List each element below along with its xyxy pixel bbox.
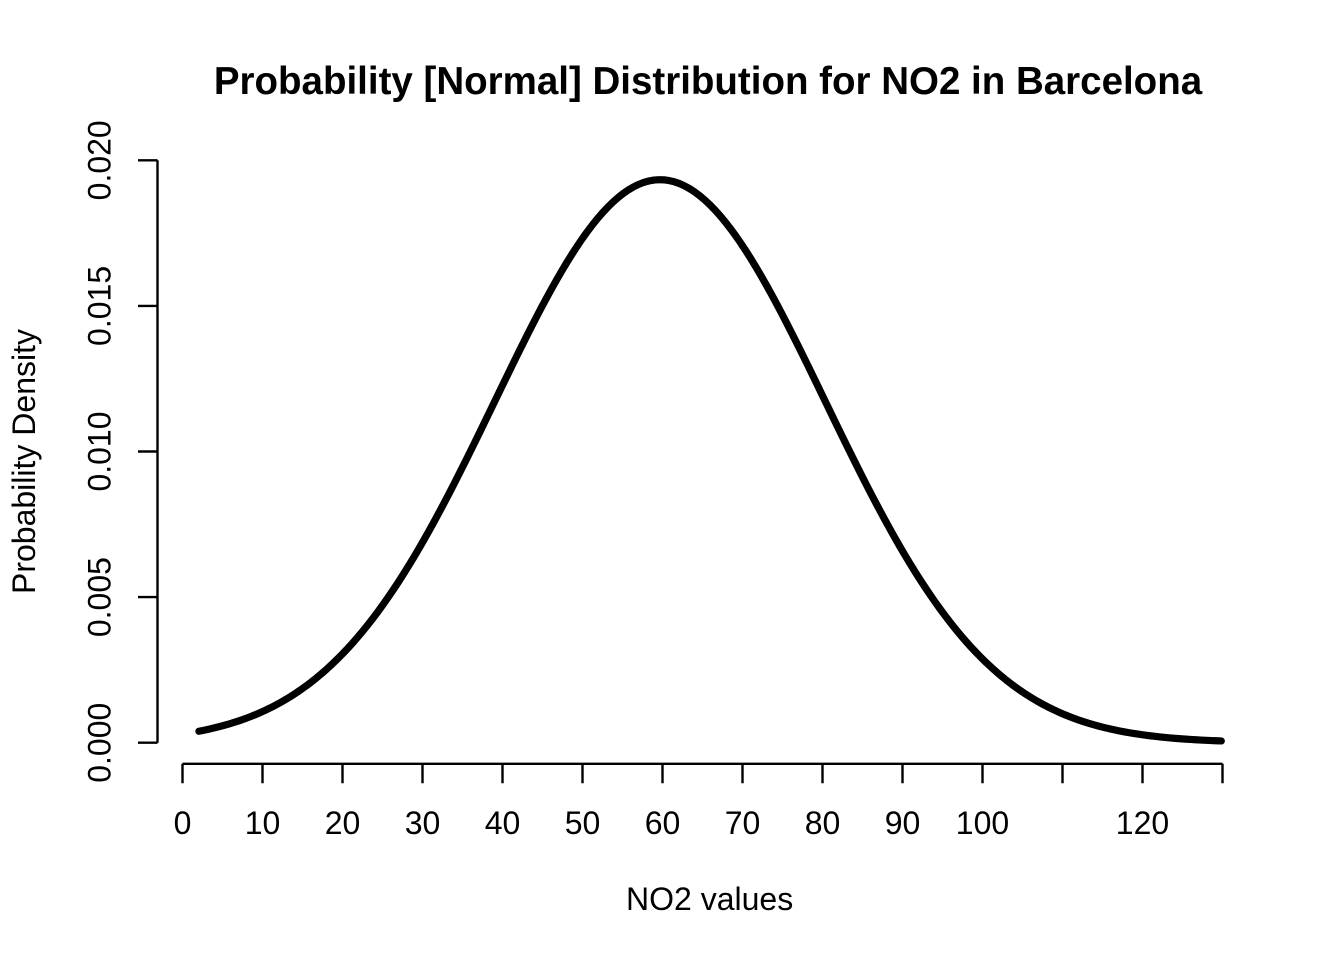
svg-text:0.015: 0.015 (81, 266, 117, 346)
svg-text:90: 90 (885, 805, 921, 841)
svg-text:0.010: 0.010 (81, 411, 117, 491)
svg-text:Probability Density: Probability Density (6, 329, 42, 594)
svg-text:0: 0 (174, 805, 192, 841)
svg-text:50: 50 (565, 805, 601, 841)
svg-text:0.005: 0.005 (81, 557, 117, 637)
svg-text:70: 70 (725, 805, 761, 841)
svg-text:20: 20 (325, 805, 361, 841)
svg-text:120: 120 (1116, 805, 1169, 841)
svg-text:30: 30 (405, 805, 441, 841)
svg-text:80: 80 (805, 805, 841, 841)
svg-text:NO2 values: NO2 values (626, 881, 793, 917)
svg-text:60: 60 (645, 805, 681, 841)
svg-text:100: 100 (956, 805, 1009, 841)
svg-text:40: 40 (485, 805, 521, 841)
svg-text:0.020: 0.020 (81, 120, 117, 200)
svg-text:0.000: 0.000 (81, 703, 117, 783)
svg-text:10: 10 (245, 805, 281, 841)
svg-text:Probability [Normal] Distribut: Probability [Normal] Distribution for NO… (214, 60, 1203, 103)
